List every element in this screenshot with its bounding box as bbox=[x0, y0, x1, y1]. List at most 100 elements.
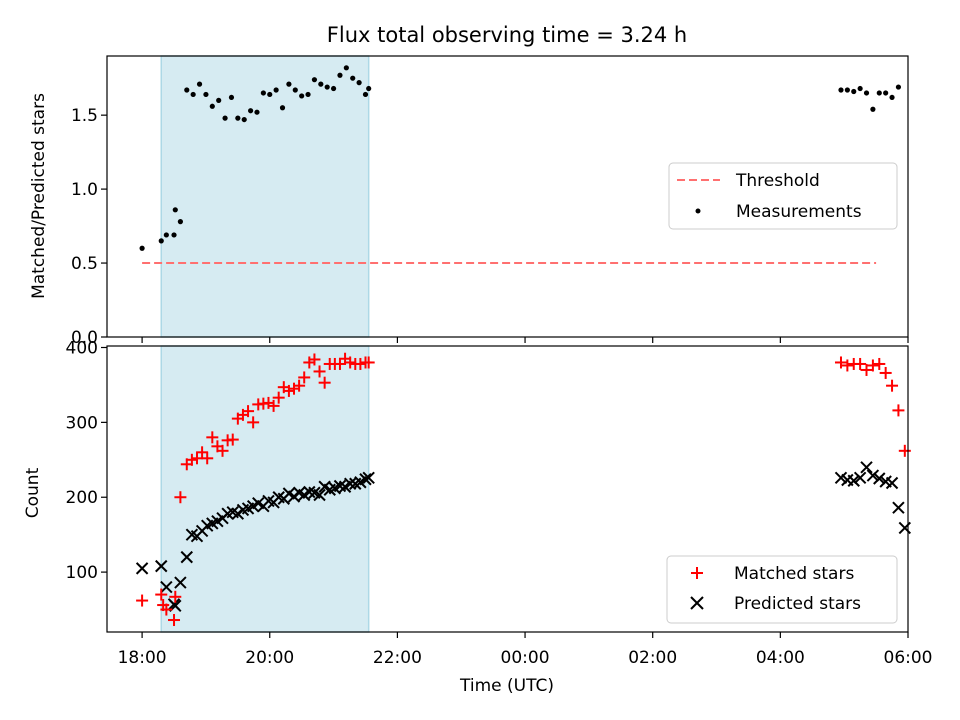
matched-stars-point bbox=[168, 614, 181, 627]
matched-stars-point bbox=[282, 384, 295, 397]
bottom-y-tick-label: 300 bbox=[66, 413, 98, 433]
count-panel: Count Time (UTC) 100 200 300 400 18:00 20:00… bbox=[23, 338, 933, 696]
top-y-tick-label: 1.5 bbox=[71, 106, 98, 126]
bottom-x-tick-label: 18:00 bbox=[118, 648, 167, 668]
measurement-point bbox=[863, 90, 870, 96]
legend-measurements-label: Measurements bbox=[736, 202, 862, 222]
measurement-point bbox=[895, 84, 902, 90]
matched-stars-point bbox=[886, 379, 899, 392]
predicted-stars-point bbox=[847, 474, 860, 487]
top-shaded-span bbox=[160, 55, 370, 338]
measurement-point bbox=[273, 87, 279, 93]
top-plot-frame bbox=[106, 55, 909, 338]
top-x-ticks bbox=[141, 337, 909, 343]
matched-stars-point bbox=[226, 433, 239, 446]
matched-stars-point bbox=[169, 590, 182, 603]
matched-stars-point bbox=[860, 363, 873, 376]
matched-stars-point bbox=[185, 453, 198, 466]
measurement-point bbox=[241, 116, 247, 123]
measurement-point bbox=[838, 87, 844, 93]
matched-stars-point bbox=[155, 588, 168, 601]
matched-stars-point bbox=[174, 491, 187, 504]
measurement-point bbox=[163, 232, 169, 238]
measurement-point bbox=[292, 87, 298, 93]
matched-stars-point bbox=[201, 452, 214, 465]
matched-stars-point bbox=[318, 376, 331, 389]
bottom-y-ticks: 100 200 300 400 bbox=[66, 338, 107, 583]
measurement-point bbox=[343, 65, 349, 71]
measurement-point bbox=[158, 238, 164, 244]
matched-stars-point bbox=[898, 444, 911, 457]
bottom-x-tick-label: 02:00 bbox=[628, 648, 677, 668]
predicted-stars-point bbox=[135, 562, 149, 575]
bottom-legend: Matched stars Predicted stars bbox=[666, 555, 898, 624]
predicted-stars-point bbox=[873, 472, 886, 485]
bottom-series-layer bbox=[135, 352, 912, 627]
ratio-panel: Flux total observing time = 3.24 h Match… bbox=[29, 23, 909, 348]
predicted-stars-point bbox=[343, 477, 357, 490]
measurement-point bbox=[876, 90, 882, 96]
bottom-x-tick-label: 04:00 bbox=[756, 648, 805, 668]
predicted-stars-point bbox=[155, 559, 168, 573]
matched-stars-point bbox=[308, 353, 321, 366]
bottom-x-tick-label: 22:00 bbox=[373, 648, 422, 668]
bottom-y-tick-label: 400 bbox=[66, 338, 98, 358]
legend-matched-swatch bbox=[691, 567, 703, 579]
measurement-point bbox=[286, 81, 292, 87]
measurement-point bbox=[318, 81, 324, 87]
matched-stars-point bbox=[136, 594, 149, 607]
measurement-point bbox=[177, 219, 183, 225]
measurement-point bbox=[311, 77, 318, 83]
measurement-point bbox=[870, 106, 876, 112]
legend-threshold-label: Threshold bbox=[735, 171, 820, 191]
measurement-point bbox=[362, 91, 369, 98]
measurement-point bbox=[172, 207, 178, 213]
measurement-point bbox=[337, 72, 343, 78]
top-legend: Threshold Measurements bbox=[668, 162, 898, 230]
predicted-stars-point bbox=[174, 576, 187, 589]
matched-stars-point bbox=[333, 357, 346, 370]
matched-stars-point bbox=[298, 371, 311, 384]
bottom-x-tick-label: 00:00 bbox=[501, 648, 550, 668]
legend-predicted-label: Predicted stars bbox=[734, 594, 861, 614]
measurement-point bbox=[248, 108, 254, 114]
matched-stars-point bbox=[834, 356, 847, 369]
predicted-stars-point bbox=[359, 473, 372, 486]
matched-stars-point bbox=[303, 356, 316, 369]
predicted-stars-point bbox=[333, 479, 347, 493]
predicted-stars-point bbox=[160, 580, 173, 594]
top-legend-box bbox=[668, 162, 898, 230]
top-y-tick-label: 0.0 bbox=[71, 328, 98, 348]
measurement-point bbox=[330, 85, 337, 92]
measurement-point bbox=[139, 245, 145, 251]
matched-stars-point bbox=[866, 359, 879, 372]
legend-matched-label: Matched stars bbox=[734, 564, 854, 584]
measurement-point bbox=[857, 85, 863, 92]
predicted-stars-point bbox=[892, 501, 905, 514]
bottom-x-ticks: 18:00 20:00 22:00 00:00 02:00 04:00 06:00 bbox=[118, 632, 933, 668]
top-y-ticks: 0.0 0.5 1.0 1.5 bbox=[71, 106, 107, 348]
measurement-point bbox=[356, 80, 362, 86]
matched-stars-point bbox=[242, 405, 255, 418]
matched-stars-point bbox=[267, 399, 280, 412]
predicted-stars-point bbox=[313, 488, 326, 502]
matched-stars-point bbox=[190, 452, 203, 465]
measurement-point bbox=[299, 93, 305, 99]
matched-stars-point bbox=[288, 382, 301, 395]
predicted-stars-point bbox=[860, 461, 873, 474]
top-series-layer bbox=[139, 65, 902, 265]
measurement-point bbox=[324, 84, 330, 90]
measurement-point bbox=[216, 97, 222, 103]
matched-stars-point bbox=[879, 366, 892, 379]
predicted-stars-point bbox=[362, 471, 375, 484]
measurement-point bbox=[184, 87, 190, 93]
x-axis-label: Time (UTC) bbox=[459, 676, 554, 696]
legend-measurements-swatch bbox=[695, 208, 701, 214]
measurement-point bbox=[190, 91, 196, 98]
matched-stars-point bbox=[262, 396, 275, 409]
predicted-stars-point bbox=[303, 485, 316, 499]
top-y-tick-label: 1.0 bbox=[71, 180, 98, 200]
legend-predicted-swatch bbox=[690, 596, 704, 610]
measurement-point bbox=[228, 94, 235, 101]
